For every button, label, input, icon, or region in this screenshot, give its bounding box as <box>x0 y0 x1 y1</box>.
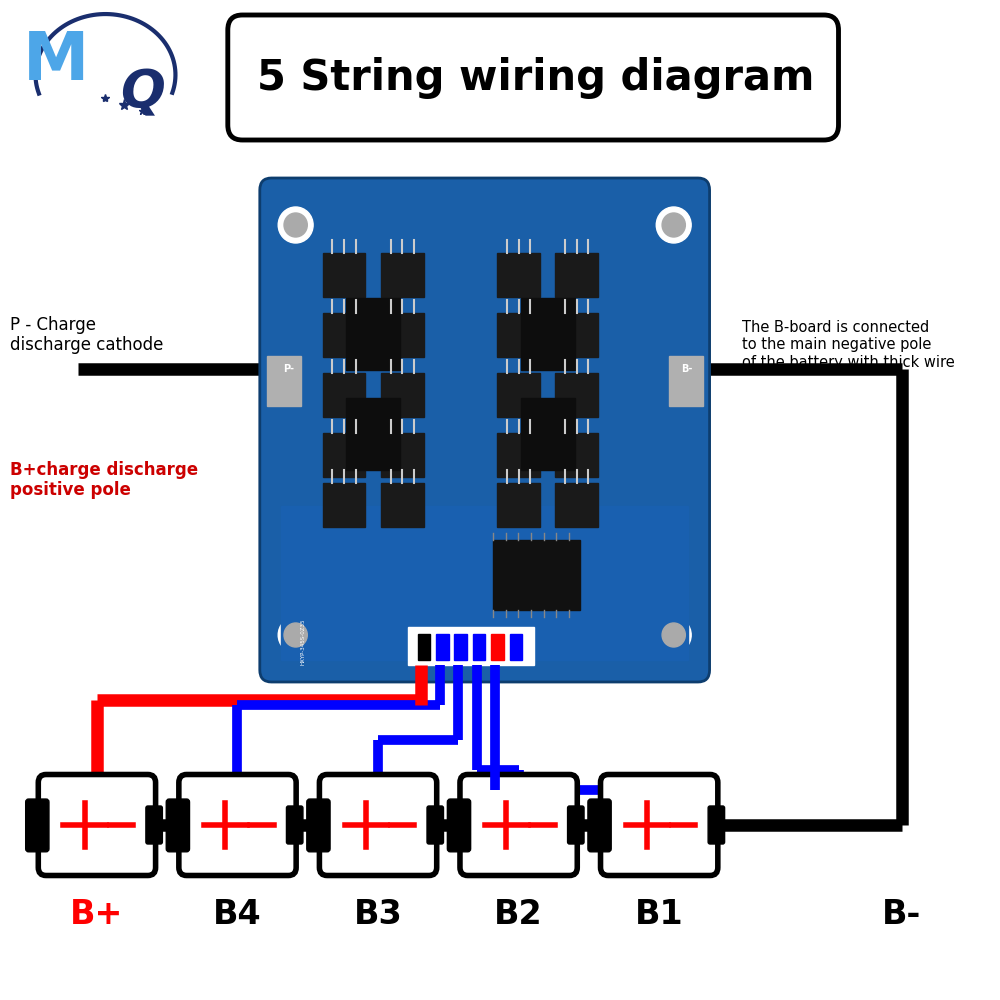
Bar <box>521 298 575 370</box>
FancyBboxPatch shape <box>497 253 540 297</box>
FancyBboxPatch shape <box>555 433 598 477</box>
FancyBboxPatch shape <box>381 483 424 527</box>
Circle shape <box>284 623 307 647</box>
FancyBboxPatch shape <box>179 774 296 876</box>
FancyBboxPatch shape <box>166 799 190 852</box>
FancyBboxPatch shape <box>460 774 577 876</box>
Bar <box>346 398 400 470</box>
Bar <box>454 634 467 660</box>
Circle shape <box>662 623 685 647</box>
Bar <box>418 634 430 660</box>
FancyBboxPatch shape <box>601 774 718 876</box>
FancyBboxPatch shape <box>323 433 365 477</box>
FancyBboxPatch shape <box>447 799 471 852</box>
FancyBboxPatch shape <box>568 806 584 844</box>
Bar <box>346 298 400 370</box>
FancyBboxPatch shape <box>26 799 49 852</box>
FancyBboxPatch shape <box>497 313 540 357</box>
Circle shape <box>662 213 685 237</box>
Circle shape <box>278 617 313 653</box>
FancyBboxPatch shape <box>555 373 598 417</box>
Text: B2: B2 <box>494 898 543 932</box>
FancyBboxPatch shape <box>497 483 540 527</box>
FancyBboxPatch shape <box>38 774 156 876</box>
FancyBboxPatch shape <box>708 806 725 844</box>
Text: B4: B4 <box>213 898 262 932</box>
FancyBboxPatch shape <box>381 433 424 477</box>
FancyBboxPatch shape <box>319 774 437 876</box>
Bar <box>436 634 449 660</box>
Text: P - Charge
discharge cathode: P - Charge discharge cathode <box>10 316 163 354</box>
FancyBboxPatch shape <box>381 253 424 297</box>
Text: B1: B1 <box>635 898 683 932</box>
FancyBboxPatch shape <box>228 15 839 140</box>
Bar <box>521 398 575 470</box>
Bar <box>281 506 688 660</box>
Bar <box>510 634 522 660</box>
Text: B-: B- <box>882 898 921 932</box>
FancyBboxPatch shape <box>323 483 365 527</box>
Text: 5 String wiring diagram: 5 String wiring diagram <box>257 57 815 99</box>
FancyBboxPatch shape <box>260 178 710 682</box>
Circle shape <box>656 617 691 653</box>
FancyBboxPatch shape <box>323 373 365 417</box>
Bar <box>491 634 504 660</box>
FancyBboxPatch shape <box>555 483 598 527</box>
Text: The B-board is connected
to the main negative pole
of the battery with thick wir: The B-board is connected to the main neg… <box>742 320 954 370</box>
FancyBboxPatch shape <box>427 806 443 844</box>
FancyBboxPatch shape <box>588 799 611 852</box>
FancyBboxPatch shape <box>555 313 598 357</box>
Circle shape <box>284 213 307 237</box>
FancyBboxPatch shape <box>497 373 540 417</box>
Bar <box>473 634 485 660</box>
Text: P-: P- <box>283 364 294 374</box>
FancyBboxPatch shape <box>497 433 540 477</box>
Text: B+charge discharge
positive pole: B+charge discharge positive pole <box>10 461 198 499</box>
FancyBboxPatch shape <box>146 806 162 844</box>
Bar <box>669 356 703 406</box>
Bar <box>267 356 301 406</box>
Text: B-: B- <box>681 364 692 374</box>
Circle shape <box>656 207 691 243</box>
FancyBboxPatch shape <box>323 253 365 297</box>
FancyBboxPatch shape <box>307 799 330 852</box>
Text: B3: B3 <box>354 898 402 932</box>
FancyBboxPatch shape <box>323 313 365 357</box>
FancyBboxPatch shape <box>381 313 424 357</box>
FancyBboxPatch shape <box>381 373 424 417</box>
Bar <box>493 540 580 610</box>
Text: HXYP-345S-0Z35: HXYP-345S-0Z35 <box>301 618 306 665</box>
Bar <box>408 627 534 665</box>
Text: B+: B+ <box>70 898 124 932</box>
Circle shape <box>278 207 313 243</box>
FancyBboxPatch shape <box>286 806 303 844</box>
FancyBboxPatch shape <box>555 253 598 297</box>
